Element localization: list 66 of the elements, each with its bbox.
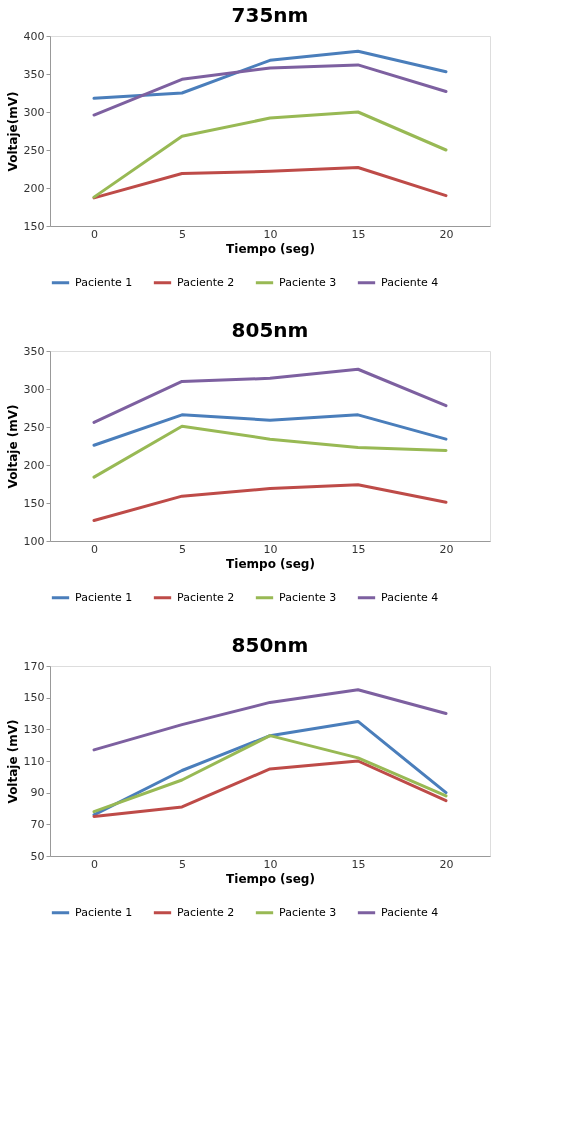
x-tick-label: 5 bbox=[179, 227, 186, 241]
y-tick-label: 400 bbox=[23, 29, 45, 43]
y-tick-label: 150 bbox=[23, 219, 45, 233]
legend-label: Paciente 1 bbox=[75, 590, 133, 604]
y-tick-label: 100 bbox=[23, 534, 45, 548]
x-tick-label: 20 bbox=[439, 227, 454, 241]
y-tick-label: 300 bbox=[23, 382, 45, 396]
line-series bbox=[92, 734, 448, 814]
legend-label: Paciente 2 bbox=[177, 905, 235, 919]
x-tick-label: 5 bbox=[179, 542, 186, 556]
y-tick-label: 350 bbox=[23, 344, 45, 358]
legend-label: Paciente 4 bbox=[381, 590, 439, 604]
line-series bbox=[92, 367, 448, 424]
y-tick-label: 350 bbox=[23, 67, 45, 81]
legend-label: Paciente 4 bbox=[381, 275, 439, 289]
legend-label: Paciente 3 bbox=[279, 905, 337, 919]
y-tick-label: 150 bbox=[23, 691, 45, 705]
x-tick-label: 15 bbox=[351, 542, 366, 556]
line-series bbox=[92, 49, 448, 100]
y-tick-label: 200 bbox=[23, 458, 45, 472]
x-axis-title: Tiempo (seg) bbox=[226, 871, 315, 886]
chart-title: 805nm bbox=[231, 318, 309, 342]
chart-title: 735nm bbox=[231, 3, 309, 27]
x-tick-label: 10 bbox=[263, 227, 278, 241]
x-tick-label: 10 bbox=[263, 542, 278, 556]
x-tick-label: 0 bbox=[91, 227, 98, 241]
x-tick-label: 20 bbox=[439, 542, 454, 556]
x-tick-label: 20 bbox=[439, 857, 454, 871]
legend-label: Paciente 2 bbox=[177, 590, 235, 604]
y-axis-title: Voltaje (mV) bbox=[5, 404, 20, 489]
y-tick-label: 70 bbox=[30, 817, 45, 831]
y-tick-label: 200 bbox=[23, 181, 45, 195]
x-axis-title: Tiempo (seg) bbox=[226, 241, 315, 256]
x-tick-label: 5 bbox=[179, 857, 186, 871]
legend-label: Paciente 3 bbox=[279, 275, 337, 289]
y-tick-label: 110 bbox=[23, 754, 45, 768]
legend-label: Paciente 1 bbox=[75, 905, 133, 919]
y-tick-label: 130 bbox=[23, 722, 45, 736]
y-tick-label: 170 bbox=[23, 659, 45, 673]
line-series bbox=[92, 483, 448, 522]
y-axis-title: Voltaje(mV) bbox=[5, 91, 20, 172]
y-tick-label: 250 bbox=[23, 143, 45, 157]
x-tick-label: 0 bbox=[91, 857, 98, 871]
x-tick-label: 15 bbox=[351, 857, 366, 871]
line-series bbox=[92, 759, 448, 818]
x-tick-label: 0 bbox=[91, 542, 98, 556]
line-series bbox=[92, 424, 448, 479]
y-axis-title: Voltaje (mV) bbox=[5, 719, 20, 804]
line-series bbox=[92, 63, 448, 117]
legend-label: Paciente 3 bbox=[279, 590, 337, 604]
x-axis-title: Tiempo (seg) bbox=[226, 556, 315, 571]
legend-label: Paciente 4 bbox=[381, 905, 439, 919]
line-series bbox=[92, 688, 448, 752]
y-tick-label: 50 bbox=[30, 849, 45, 863]
y-tick-label: 150 bbox=[23, 496, 45, 510]
legend-label: Paciente 1 bbox=[75, 275, 133, 289]
y-tick-label: 300 bbox=[23, 105, 45, 119]
x-tick-label: 15 bbox=[351, 227, 366, 241]
y-tick-label: 90 bbox=[30, 786, 45, 800]
x-tick-label: 10 bbox=[263, 857, 278, 871]
line-series bbox=[92, 413, 448, 447]
chart-title: 850nm bbox=[231, 633, 309, 657]
line-series bbox=[92, 110, 448, 199]
y-tick-label: 250 bbox=[23, 420, 45, 434]
line-series bbox=[92, 165, 448, 200]
legend-label: Paciente 2 bbox=[177, 275, 235, 289]
